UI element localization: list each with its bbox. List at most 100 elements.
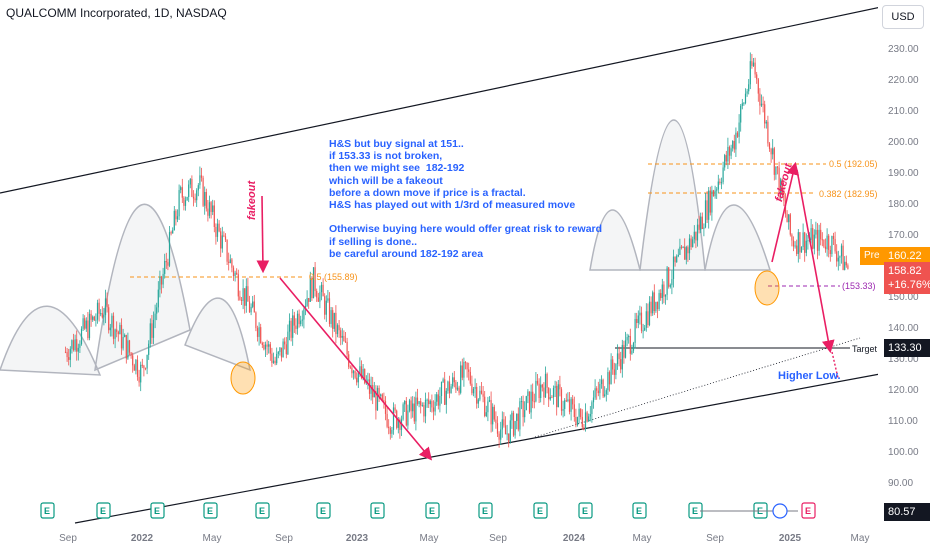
candle-body [503,419,505,426]
candle-body [269,344,271,354]
currency-button[interactable]: USD [882,5,924,29]
candle-body [357,373,359,383]
candle-body [242,288,244,301]
candle-body [418,401,420,404]
candle-body [821,239,823,241]
candle-body [444,379,446,405]
candle-body [141,364,143,366]
arrow-down-2022 [279,277,433,461]
candle-body [816,229,819,251]
candle-body [416,397,419,404]
candle-body [840,245,843,257]
candle-body [752,62,755,66]
candle-body [842,245,844,270]
candle-body [183,197,185,206]
candle-body [485,412,487,417]
candle-body [748,84,750,92]
candle-body [730,148,732,156]
y-tick-label: 200.00 [888,137,919,148]
candle-body [796,245,798,254]
candle-body [325,300,327,315]
earnings-event-letter: E [482,506,488,516]
candle-body [284,341,286,345]
candle-body [410,400,412,412]
candle-body [482,393,484,397]
candle-body [234,272,236,277]
candle-body [844,261,846,270]
candle-body [690,238,692,248]
candle-body [452,377,454,387]
candle-body [399,419,401,430]
support-label: (153.33) [842,281,876,291]
candle-body [164,261,166,274]
candle-body [588,416,590,422]
candles [64,52,849,448]
arrows [256,161,839,461]
candle-body [295,325,297,329]
candle-body [200,175,203,178]
x-tick-label: May [633,533,652,544]
candle-body [111,315,113,328]
candle-body [530,391,532,413]
candle-body [186,196,188,201]
candle-body [786,213,788,223]
candle-body [743,103,745,105]
candle-body [554,385,556,389]
candle-body [184,200,187,206]
buy-circle-right [754,270,780,306]
candle-body [232,267,235,277]
candle-body [212,205,214,212]
candle-body [556,385,558,408]
candle-body [756,74,758,80]
candle-body [178,190,180,217]
candle-body [717,181,719,190]
symbol-title: QUALCOMM Incorporated, 1D, NASDAQ [6,6,227,20]
candle-body [640,312,643,331]
candle-body [466,362,468,370]
candle-body [194,198,196,201]
candle-body [818,229,820,251]
candle-body [381,394,383,401]
candle-body [775,166,777,175]
candle-body [663,284,665,297]
x-tick-label: May [203,533,222,544]
earnings-event-icon [255,502,270,519]
candle-body [312,267,315,299]
candle-body [104,298,107,316]
candle-body [789,214,791,235]
target-label: Target [852,344,878,354]
candle-body [551,397,553,399]
candle-body [82,318,84,329]
candle-body [100,313,102,315]
candle-body [344,341,347,343]
candle-body [508,433,510,442]
candle-body [767,121,769,144]
candle-body [773,148,775,175]
candle-body [826,235,828,250]
candle-body [120,324,123,349]
candle-body [188,184,190,197]
candle-body [584,412,587,430]
candle-body [548,387,550,400]
candle-body [272,360,275,363]
candle-body [71,340,73,349]
earnings-event-letter: E [207,506,213,516]
x-tick-label: Sep [275,533,293,544]
candle-body [712,190,715,197]
candle-body [634,318,636,343]
earnings-event-icon [578,502,593,519]
candle-body [559,384,561,390]
candle-body [525,396,527,411]
candle-body [437,394,439,406]
candle-body [573,404,575,418]
candle-body [317,297,319,302]
candle-body [815,229,817,235]
candle-body [292,315,294,338]
candle-body [661,284,663,299]
candle-body [493,406,495,420]
arrow-higher-low [831,351,839,379]
candle-body [500,429,502,440]
candle-body [757,79,759,94]
candle-body [314,267,316,291]
